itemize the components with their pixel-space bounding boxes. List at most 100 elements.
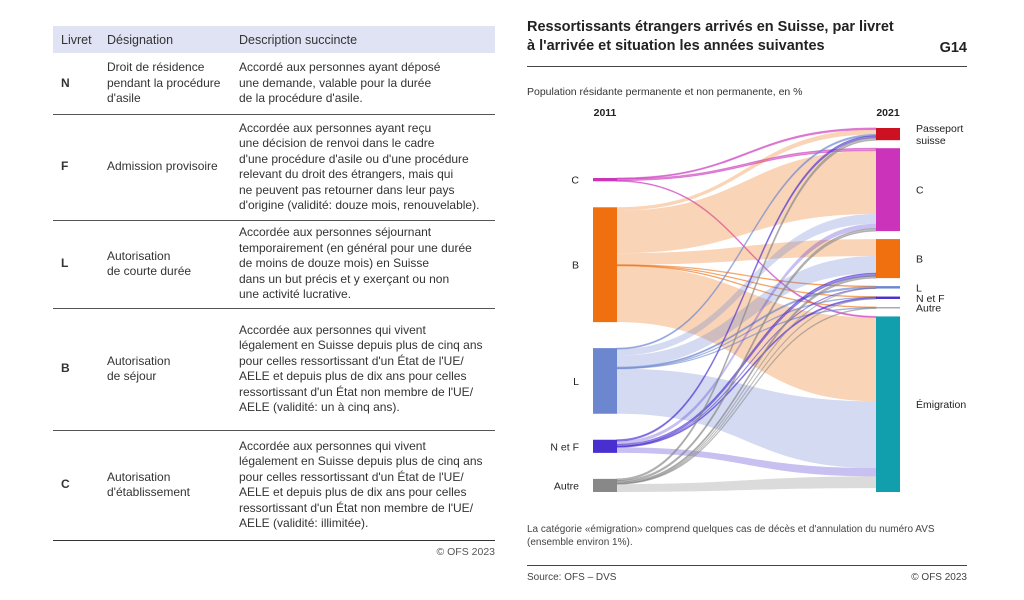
cell-designation-line: Droit de résidence — [107, 60, 205, 74]
cell-designation-line: Admission provisoire — [107, 159, 218, 174]
target-label-p-line: suisse — [916, 135, 946, 147]
cell-description-line: AELE et depuis plus de dix ans pour cell… — [239, 485, 467, 499]
cell-description-line: ressortissant d'un État non membre de l'… — [239, 500, 474, 515]
cell-description: Accordé aux personnes ayant déposé une de… — [232, 53, 495, 114]
cell-designation-line: d'asile — [107, 91, 141, 105]
cell-description-line: une demande, valable pour la durée — [239, 75, 432, 90]
sankey-flows — [616, 127, 877, 492]
cell-description-line: AELE (validité: un à cinq ans). — [239, 400, 400, 414]
target-label-p-line: Passeport — [916, 123, 963, 135]
sankey-flow-l-to-c — [617, 214, 876, 356]
cell-livret-code: L — [61, 256, 69, 271]
target-node-b — [876, 239, 900, 279]
target-node-p — [876, 128, 900, 141]
cell-designation: Autorisation d'établissement — [100, 430, 232, 540]
cell-livret-code: B — [61, 361, 70, 376]
target-label-e-line: Émigration — [916, 398, 966, 411]
table-row: F Admission provisoire Accordée aux person… — [53, 114, 495, 220]
table-header-row: Livret Désignation Description succincte — [53, 26, 495, 53]
cell-description-line: légalement en Suisse depuis plus de cinq… — [239, 338, 483, 352]
cell-description-line: d'une procédure d'asile ou d'une procédu… — [239, 151, 469, 166]
sankey-flow-a-to-e — [617, 476, 876, 492]
table-row: L Autorisation de courte durée Accordée aux… — [53, 220, 495, 308]
cell-description-line: d'origine (validité: douze mois, renouve… — [239, 198, 480, 212]
cell-description: Accordée aux personnes qui vivent légalem… — [232, 308, 495, 430]
cell-description-line: Accordé aux personnes ayant déposé — [239, 60, 441, 74]
cell-designation: Autorisation de séjour — [100, 308, 232, 430]
cell-description: Accordée aux personnes séjournant tempora… — [232, 220, 495, 308]
header-livret: Livret — [53, 26, 100, 53]
chart-title-line-1: Ressortissants étrangers arrivés en Suis… — [527, 19, 894, 35]
cell-description-line: ressortissant d'un État non membre de l'… — [239, 384, 474, 399]
header-designation: Désignation — [100, 26, 232, 53]
chart-title-line-2: à l'arrivée et situation les années suiv… — [527, 38, 825, 54]
cell-designation: Autorisation de courte durée — [100, 220, 232, 308]
cell-designation: Admission provisoire — [100, 114, 232, 220]
cell-description-line: Accordée aux personnes séjournant — [239, 225, 432, 240]
title-divider — [527, 66, 967, 67]
target-label-nf-line: N et F — [916, 293, 945, 305]
target-node-l — [876, 286, 900, 289]
cell-description-line: une décision de renvoi dans le cadre — [239, 136, 435, 150]
source-node-b — [593, 207, 617, 323]
chart-subtitle: Population résidante permanente et non p… — [527, 86, 803, 98]
cell-description-line: relevant du droit des étrangers, mais qu… — [239, 167, 454, 181]
sankey-flow-nf-to-c — [617, 223, 876, 445]
chart-credit: © OFS 2023 — [911, 572, 967, 583]
source-label-b: B — [572, 260, 579, 272]
chart-note: La catégorie «émigration» comprend quelq… — [527, 524, 935, 548]
cell-description-line: AELE (validité: illimitée). — [239, 516, 369, 530]
cell-description: Accordée aux personnes qui vivent légalem… — [232, 430, 495, 540]
cell-description-line: Accordée aux personnes ayant reçu — [239, 120, 432, 135]
cell-description-line: légalement en Suisse depuis plus de cinq… — [239, 454, 483, 468]
cell-description-line: temporairement (en général pour une duré… — [239, 240, 472, 255]
cell-designation: Droit de résidence pendant la procédure d'… — [100, 53, 232, 114]
cell-designation-line: Autorisation — [107, 469, 171, 484]
chart-code: G14 — [939, 40, 967, 56]
cell-description-line: ne peuvent pas retourner dans leur pays — [239, 182, 455, 197]
target-node-e — [876, 316, 900, 492]
source-node-nf — [593, 439, 617, 453]
livret-table: Livret Désignation Description succincte… — [53, 26, 495, 541]
sankey-flow-l-to-e — [617, 368, 876, 469]
left-year-label: 2011 — [594, 107, 617, 119]
cell-designation-line: pendant la procédure — [107, 75, 221, 90]
cell-description-line: AELE et depuis plus de dix ans pour cell… — [239, 369, 467, 383]
sankey-flow-b-to-b — [617, 239, 876, 265]
sankey-flow-b-to-p — [617, 129, 876, 211]
cell-designation-line: de séjour — [107, 369, 157, 383]
target-label-b-line: B — [916, 254, 923, 266]
target-label-a-line: Autre — [916, 303, 941, 315]
cell-description-line: pour celles ressortissant d'un État de l… — [239, 469, 464, 484]
cell-description-line: de la procédure d'asile. — [239, 91, 363, 105]
cell-livret-code: F — [61, 159, 69, 174]
target-node-a — [876, 306, 900, 309]
source-node-a — [593, 478, 617, 492]
right-year-label: 2021 — [876, 107, 900, 119]
cell-description-line: pour celles ressortissant d'un État de l… — [239, 353, 464, 368]
source-label-nf: N et F — [550, 441, 579, 453]
sankey-flow-a-to-b — [616, 275, 877, 484]
source-node-l — [593, 348, 617, 414]
cell-designation-line: Autorisation — [107, 248, 171, 263]
cell-description-line: Accordée aux personnes qui vivent — [239, 322, 426, 337]
target-label-c-line: C — [916, 185, 924, 197]
target-node-nf — [876, 296, 900, 299]
table-credit: © OFS 2023 — [436, 546, 495, 558]
table-row: B Autorisation de séjour Accordée aux perso… — [53, 308, 495, 430]
source-label-c: C — [571, 175, 579, 187]
chart-source: Source: OFS – DVS — [527, 572, 617, 583]
footer-divider — [527, 565, 967, 566]
cell-description-line: dans un but précis et y exerçant ou non — [239, 271, 450, 286]
cell-designation-line: de courte durée — [107, 264, 192, 278]
cell-livret-code: C — [61, 477, 70, 492]
table-row: N Droit de résidence pendant la procédure d… — [53, 53, 495, 114]
source-label-a: Autre — [554, 480, 579, 492]
sankey-flow-a-to-c — [616, 228, 877, 483]
cell-description-line: une activité lucrative. — [239, 287, 352, 302]
table-body: N Droit de résidence pendant la procédure d… — [53, 53, 495, 540]
livret-table-panel: Livret Désignation Description succincte… — [53, 26, 495, 558]
